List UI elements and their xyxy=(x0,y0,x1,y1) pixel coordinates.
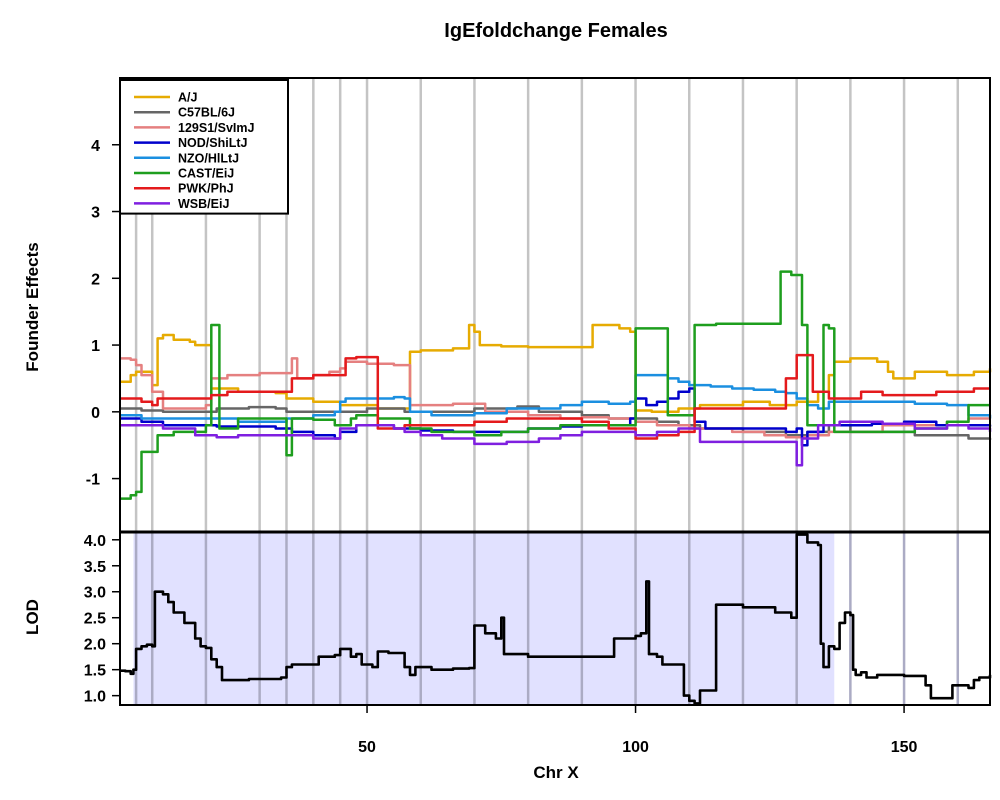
lod-panel xyxy=(133,532,960,705)
series-line-nzo-hlltj xyxy=(120,373,992,424)
y-tick-label: 1 xyxy=(91,338,100,355)
legend-label-wsb-eij: WSB/EiJ xyxy=(178,197,229,211)
lod-curve xyxy=(120,533,992,705)
y-axis-lod: 1.0 1.5 2.0 2.5 3.0 3.5 4.0 xyxy=(84,533,120,706)
legend-label-nod-shiltj: NOD/ShiLtJ xyxy=(178,136,247,150)
series-line-nod-shiltj xyxy=(120,387,992,447)
lod-plot xyxy=(120,533,992,705)
series-line-wsb-eij xyxy=(120,420,992,467)
y-axis-founder-effects: -1 0 1 2 3 4 xyxy=(86,138,120,489)
y-tick-label: 4 xyxy=(91,138,100,155)
y-tick-label: 1.5 xyxy=(84,663,106,680)
y-axis-label-founder-effects: Founder Effects xyxy=(23,242,42,371)
y-tick-label: 4.0 xyxy=(84,533,106,550)
series-line-cast-eij xyxy=(120,270,990,500)
legend-label-c57bl-6j: C57BL/6J xyxy=(178,106,235,120)
x-tick-label: 100 xyxy=(622,739,649,756)
y-tick-label: 2.5 xyxy=(84,611,106,628)
x-axis-label: Chr X xyxy=(533,763,579,782)
y-tick-label: 3.0 xyxy=(84,585,106,602)
chart-title: IgEfoldchange Females xyxy=(444,20,667,42)
series-line-pwk-phj xyxy=(120,353,990,440)
founder-effects-plot xyxy=(120,270,992,500)
legend-label-cast-eij: CAST/EiJ xyxy=(178,167,234,181)
x-tick-label: 50 xyxy=(358,739,376,756)
legend-label-pwk-phj: PWK/PhJ xyxy=(178,182,234,196)
y-tick-label: 2.0 xyxy=(84,637,106,654)
legend-box xyxy=(119,79,289,215)
x-tick-label: 150 xyxy=(891,739,918,756)
plot-frames xyxy=(119,77,991,706)
lod-highlight-interval xyxy=(133,532,835,705)
legend-label-129s1-svimj: 129S1/SvImJ xyxy=(178,121,254,135)
y-tick-label: -1 xyxy=(86,472,100,489)
y-tick-label: 3.5 xyxy=(84,559,106,576)
y-tick-label: 0 xyxy=(91,405,100,422)
marker-grid-top xyxy=(134,78,960,532)
y-tick-label: 1.0 xyxy=(84,689,106,706)
legend: A/JC57BL/6J129S1/SvImJNOD/ShiLtJNZO/HlLt… xyxy=(119,79,289,215)
legend-label-nzo-hlltj: NZO/HlLtJ xyxy=(178,151,239,165)
x-axis: 50 100 150 xyxy=(358,705,918,756)
y-axis-label-lod: LOD xyxy=(23,599,42,635)
y-tick-label: 3 xyxy=(91,205,100,222)
y-tick-label: 2 xyxy=(91,271,100,288)
legend-label-a-j: A/J xyxy=(178,91,198,105)
